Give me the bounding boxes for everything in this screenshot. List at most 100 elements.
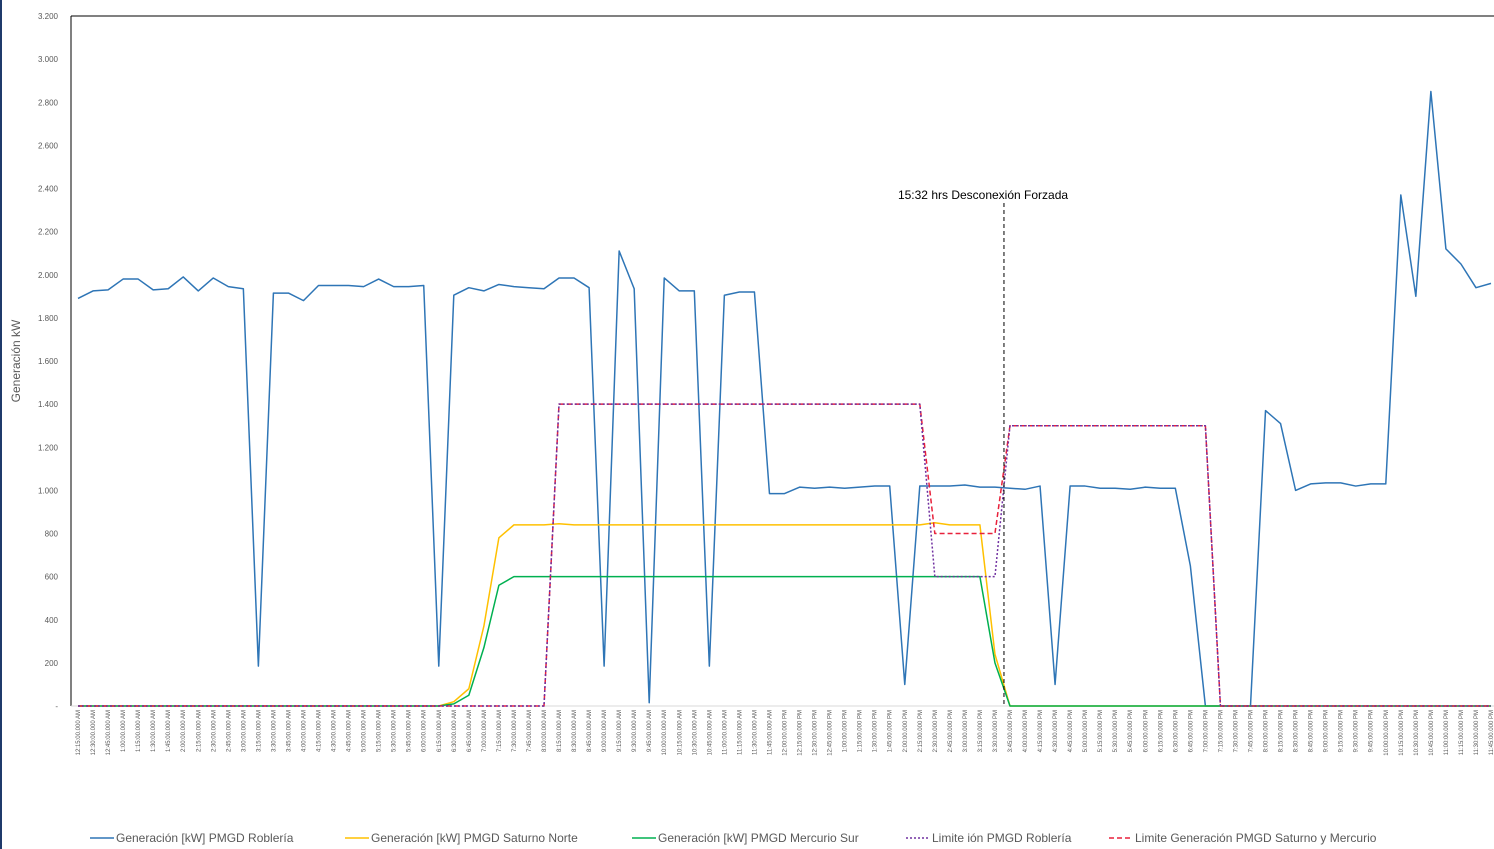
x-tick-label: 3:15:00.000 PM — [978, 710, 984, 752]
x-tick-label: 9:15:00.000 PM — [1339, 710, 1345, 752]
x-tick-label: 12:30:00.000 AM — [91, 710, 97, 755]
x-tick-label: 3:00:00.000 PM — [963, 710, 969, 752]
x-tick-label: 5:45:00.000 AM — [407, 710, 413, 752]
series-line-1 — [78, 521, 1491, 707]
x-tick-label: 1:30:00.000 AM — [151, 710, 157, 752]
x-tick-label: 9:15:00.000 AM — [617, 710, 623, 752]
x-tick-label: 11:30:00.000 AM — [752, 710, 758, 755]
x-tick-label: 8:30:00.000 AM — [572, 710, 578, 752]
x-tick-label: 10:00:00.000 AM — [662, 710, 668, 755]
x-tick-label: 2:15:00.000 AM — [196, 710, 202, 752]
x-tick-label: 7:30:00.000 AM — [512, 710, 518, 752]
x-tick-label: 2:30:00.000 AM — [211, 710, 217, 752]
y-tick-label: 400 — [45, 616, 59, 625]
x-tick-label: 4:45:00.000 AM — [347, 710, 353, 752]
plot-frame — [70, 15, 1494, 707]
x-tick-label: 11:45:00.000 PM — [1489, 710, 1494, 755]
x-tick-label: 10:00:00.000 PM — [1384, 710, 1390, 756]
x-tick-label: 12:45:00.000 PM — [828, 710, 834, 756]
y-tick-label: 1.800 — [38, 314, 59, 323]
x-tick-label: 11:30:00.000 PM — [1474, 710, 1480, 755]
series-line-4 — [78, 403, 1491, 707]
x-tick-label: 10:15:00.000 PM — [1399, 710, 1405, 756]
legend-label: Generación [kW] PMGD Roblería — [116, 831, 294, 845]
x-tick-label: 6:00:00.000 AM — [422, 710, 428, 752]
x-tick-label: 9:00:00.000 AM — [602, 710, 608, 752]
y-tick-label: 2.800 — [38, 98, 59, 107]
x-tick-label: 4:15:00.000 AM — [317, 710, 323, 752]
y-tick-label: 800 — [45, 530, 59, 539]
y-tick-label: 3.200 — [38, 12, 59, 21]
x-tick-label: 10:45:00.000 PM — [1429, 710, 1435, 756]
x-tick-label: 2:15:00.000 PM — [918, 710, 924, 752]
series-group — [77, 90, 1492, 707]
x-tick-label: 3:15:00.000 AM — [256, 710, 262, 752]
x-tick-label: 4:00:00.000 AM — [301, 710, 307, 752]
disconnection-annotation: 15:32 hrs Desconexión Forzada — [898, 188, 1068, 202]
x-tick-label: 8:45:00.000 PM — [1309, 710, 1315, 752]
x-tick-label: 9:00:00.000 PM — [1324, 710, 1330, 752]
y-tick-label: 1.600 — [38, 357, 59, 366]
y-tick-label: 2.400 — [38, 185, 59, 194]
x-tick-label: 1:30:00.000 PM — [873, 710, 879, 752]
x-tick-label: 7:45:00.000 PM — [1248, 710, 1254, 752]
x-tick-label: 2:00:00.000 PM — [903, 710, 909, 752]
x-tick-label: 12:00:00.000 PM — [783, 710, 789, 756]
series-line-3 — [78, 403, 1491, 707]
x-tick-label: 2:45:00.000 PM — [948, 710, 954, 752]
x-tick-label: 8:00:00.000 PM — [1264, 710, 1270, 752]
legend-item-3: Limite ión PMGD Roblería — [906, 831, 1072, 845]
x-tick-label: 6:00:00.000 PM — [1143, 710, 1149, 752]
x-tick-label: 11:45:00.000 AM — [767, 710, 773, 755]
x-tick-label: 5:00:00.000 AM — [362, 710, 368, 752]
x-tick-label: 10:30:00.000 PM — [1414, 710, 1420, 756]
x-tick-label: 5:30:00.000 AM — [392, 710, 398, 752]
x-tick-label: 4:45:00.000 PM — [1068, 710, 1074, 752]
x-tick-label: 3:30:00.000 AM — [271, 710, 277, 752]
left-border — [0, 0, 2, 849]
y-tick-label: 3.000 — [38, 55, 59, 64]
x-tick-label: 10:30:00.000 AM — [692, 710, 698, 755]
x-tick-label: 4:15:00.000 PM — [1038, 710, 1044, 752]
x-tick-label: 5:00:00.000 PM — [1083, 710, 1089, 752]
legend-label: Generación [kW] PMGD Saturno Norte — [371, 831, 578, 845]
legend-label: Limite ión PMGD Roblería — [932, 831, 1072, 845]
x-tick-label: 5:15:00.000 PM — [1098, 710, 1104, 752]
series-line-2 — [78, 575, 1491, 707]
legend-item-0: Generación [kW] PMGD Roblería — [90, 831, 294, 845]
x-tick-label: 1:00:00.000 PM — [843, 710, 849, 752]
x-tick-label: 2:45:00.000 AM — [226, 710, 232, 752]
y-tick-label: 1.400 — [38, 400, 59, 409]
x-tick-label: 9:45:00.000 PM — [1369, 710, 1375, 752]
x-tick-label: 3:30:00.000 PM — [993, 710, 999, 752]
x-tick-label: 4:00:00.000 PM — [1023, 710, 1029, 752]
x-tick-label: 7:00:00.000 PM — [1203, 710, 1209, 752]
annotation-group: 15:32 hrs Desconexión Forzada — [898, 188, 1068, 706]
y-tick-label: - — [55, 702, 58, 711]
x-tick-label: 1:45:00.000 PM — [888, 710, 894, 752]
x-tick-label: 11:15:00.000 PM — [1459, 710, 1465, 755]
legend-label: Generación [kW] PMGD Mercurio Sur — [658, 831, 859, 845]
x-tick-label: 11:15:00.000 AM — [737, 710, 743, 755]
x-tick-label: 1:00:00.000 AM — [121, 710, 127, 752]
y-tick-label: 600 — [45, 573, 59, 582]
x-tick-label: 6:15:00.000 AM — [437, 710, 443, 752]
x-tick-label: 5:30:00.000 PM — [1113, 710, 1119, 752]
x-tick-label: 12:45:00.000 AM — [106, 710, 112, 755]
x-tick-label: 7:15:00.000 AM — [497, 710, 503, 752]
x-tick-label: 12:15:00.000 PM — [798, 710, 804, 756]
x-tick-label: 12:15:00.000 AM — [76, 710, 82, 755]
x-tick-label: 7:00:00.000 AM — [482, 710, 488, 752]
x-tick-label: 5:45:00.000 PM — [1128, 710, 1134, 752]
y-tick-label: 2.600 — [38, 141, 59, 150]
x-tick-label: 3:45:00.000 AM — [286, 710, 292, 752]
x-tick-label: 6:45:00.000 PM — [1188, 710, 1194, 752]
x-tick-label: 8:00:00.000 AM — [542, 710, 548, 752]
x-tick-label: 11:00:00.000 PM — [1444, 710, 1450, 755]
x-tick-label: 9:45:00.000 AM — [647, 710, 653, 752]
x-tick-label: 8:15:00.000 AM — [557, 710, 563, 752]
x-tick-label: 2:00:00.000 AM — [181, 710, 187, 752]
x-tick-label: 1:15:00.000 AM — [136, 710, 142, 752]
y-tick-label: 2.200 — [38, 228, 59, 237]
x-tick-label: 10:45:00.000 AM — [707, 710, 713, 755]
